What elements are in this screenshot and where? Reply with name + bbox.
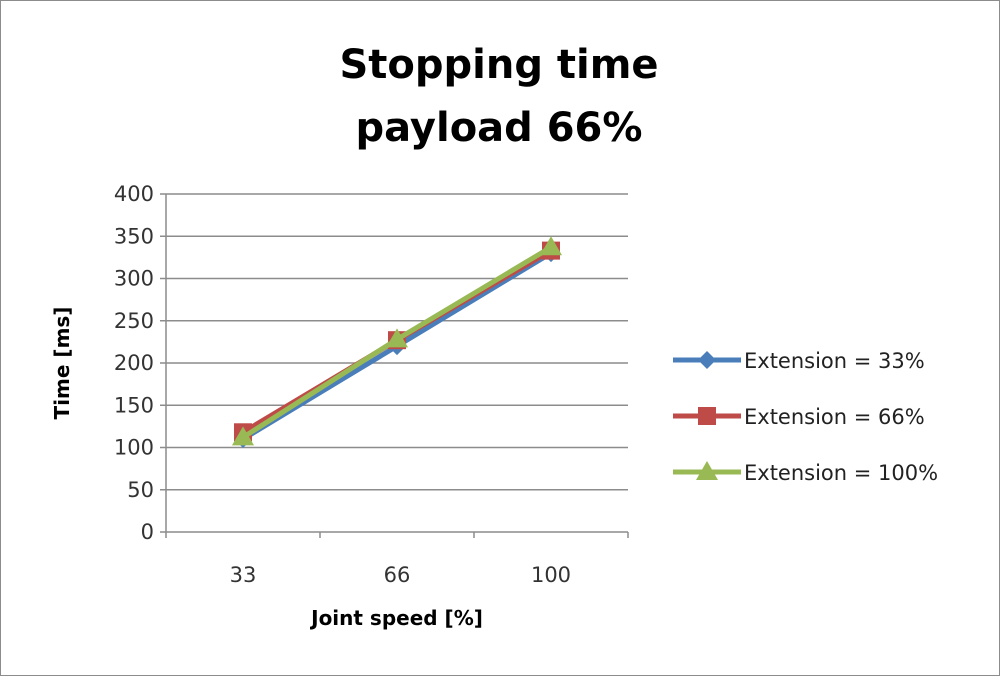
legend-marker — [698, 351, 716, 369]
legend-item: Extension = 33% — [673, 349, 925, 373]
y-tick-label: 250 — [114, 309, 154, 333]
x-axis-label: Joint speed [%] — [309, 606, 483, 630]
legend-item: Extension = 66% — [673, 405, 925, 429]
legend-label: Extension = 66% — [744, 405, 925, 429]
y-tick-label: 300 — [114, 267, 154, 291]
y-tick-label: 350 — [114, 224, 154, 248]
x-tick-label: 33 — [230, 563, 257, 587]
data-point — [540, 236, 562, 256]
data-point — [232, 426, 254, 446]
x-tick-label: 100 — [531, 563, 571, 587]
y-tick-label: 150 — [114, 393, 154, 417]
y-tick-label: 50 — [127, 478, 154, 502]
y-tick-label: 400 — [114, 182, 154, 206]
legend-label: Extension = 33% — [744, 349, 925, 373]
y-tick-label: 200 — [114, 351, 154, 375]
series-3 — [232, 236, 562, 446]
chart-title-line-2: payload 66% — [356, 105, 643, 151]
x-tick-label: 66 — [384, 563, 411, 587]
y-axis-label: Time [ms] — [50, 307, 74, 420]
chart-title-line-1: Stopping time — [339, 42, 658, 88]
data-point — [386, 328, 408, 348]
y-tick-label: 0 — [141, 520, 154, 544]
legend-marker — [696, 461, 718, 480]
legend-label: Extension = 100% — [744, 461, 938, 485]
y-tick-label: 100 — [114, 436, 154, 460]
legend-marker — [698, 407, 716, 425]
legend-item: Extension = 100% — [673, 461, 938, 485]
